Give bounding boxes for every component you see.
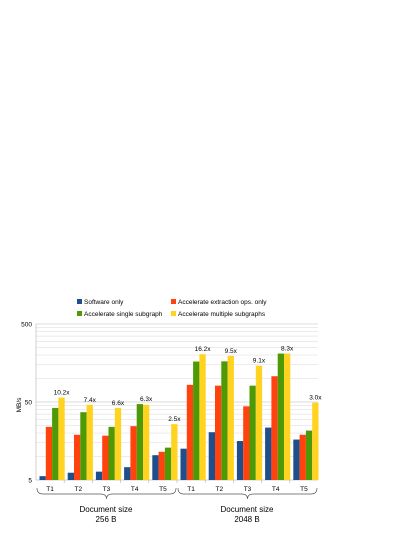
x-tick-label: T2 — [75, 486, 83, 493]
bar — [293, 439, 300, 480]
legend-item-accelerate-multiple: Accelerate multiple subgraphs — [171, 311, 266, 318]
legend-label: Software only — [84, 299, 124, 306]
x-tick-label: T3 — [103, 486, 111, 493]
plot-area: 500 50 5 10.2x T1 7.4x T2 6.6x T3 6.3x T4 2.5x T5 16.… — [21, 322, 322, 500]
bar — [108, 426, 115, 480]
speedup-label: 9.1x — [253, 358, 266, 365]
bar — [95, 471, 103, 480]
bar — [186, 384, 194, 480]
bar — [152, 455, 159, 480]
bar — [284, 353, 291, 480]
bar — [227, 355, 234, 480]
bar — [58, 397, 65, 480]
speedup-label: 9.5x — [225, 348, 238, 355]
bar — [164, 447, 172, 480]
bar — [193, 361, 200, 480]
legend-swatch — [171, 299, 176, 304]
x-tick-label: T1 — [46, 486, 54, 493]
speedup-label: 10.2x — [54, 390, 71, 397]
y-axis-label: MB/s — [16, 397, 23, 413]
y-tick-label: 5 — [28, 478, 32, 485]
legend: Software only Accelerate extraction ops.… — [77, 299, 267, 318]
x-tick-label: T2 — [216, 486, 224, 493]
group-brace — [36, 487, 177, 500]
bar — [249, 385, 256, 480]
bar — [52, 407, 59, 480]
bar — [271, 376, 278, 480]
bar — [130, 426, 137, 480]
x-tick-label: T1 — [187, 486, 195, 493]
bar — [171, 424, 178, 480]
legend-item-software-only: Software only — [77, 299, 124, 306]
speedup-label: 8.3x — [281, 346, 294, 353]
bar — [299, 434, 306, 480]
legend-label: Accelerate extraction ops. only — [178, 299, 267, 306]
x-tick-label: T4 — [131, 486, 139, 493]
bar — [80, 412, 87, 480]
x-tick-label: T4 — [272, 486, 280, 493]
legend-label: Accelerate single subgraph — [84, 311, 163, 318]
bar — [236, 441, 244, 480]
bar — [199, 354, 206, 480]
group-label-1-line1: Document size — [80, 505, 133, 514]
speedup-label: 3.0x — [309, 395, 322, 402]
speedup-label: 6.6x — [112, 400, 125, 407]
legend-label: Accelerate multiple subgraphs — [178, 311, 266, 318]
x-tick-label: T5 — [159, 486, 167, 493]
y-tick-label: 500 — [21, 322, 32, 329]
bar — [114, 407, 122, 480]
bar — [124, 467, 131, 480]
legend-swatch — [77, 299, 82, 304]
group-label-2-line1: Document size — [221, 505, 274, 514]
x-tick-label: T3 — [244, 486, 252, 493]
y-tick-label: 50 — [25, 400, 33, 407]
speedup-label: 2.5x — [168, 416, 181, 423]
bar — [67, 472, 74, 480]
bar — [158, 451, 165, 480]
bar — [221, 361, 228, 480]
bar — [277, 353, 284, 480]
legend-swatch — [77, 311, 82, 316]
group-brace — [177, 487, 318, 500]
bar — [74, 434, 81, 480]
bar — [255, 365, 263, 480]
bar — [180, 448, 187, 480]
bar — [265, 427, 272, 480]
bar — [305, 430, 313, 480]
bar — [243, 406, 250, 480]
x-tick-label: T5 — [300, 486, 308, 493]
group-label-1-line2: 256 B — [96, 515, 117, 524]
bar — [102, 435, 109, 480]
legend-item-accelerate-extraction: Accelerate extraction ops. only — [171, 299, 267, 306]
group-label-2-line2: 2048 B — [234, 515, 259, 524]
speedup-label: 6.3x — [140, 396, 153, 403]
bar — [312, 402, 319, 480]
speedup-label: 16.2x — [195, 346, 212, 353]
legend-item-accelerate-single: Accelerate single subgraph — [77, 311, 163, 318]
speedup-label: 7.4x — [84, 397, 97, 404]
bar — [136, 404, 143, 480]
bar — [208, 432, 215, 480]
bar — [39, 476, 46, 480]
bar — [86, 404, 93, 480]
bar — [45, 426, 53, 480]
legend-swatch — [171, 311, 176, 316]
bar — [215, 385, 222, 480]
bar — [143, 404, 150, 480]
